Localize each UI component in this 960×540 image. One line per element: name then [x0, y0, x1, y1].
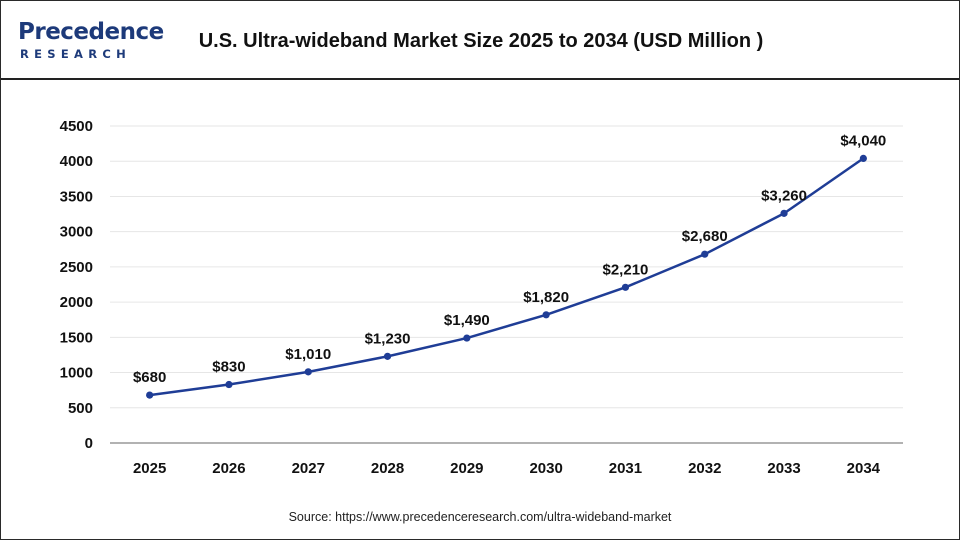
data-point — [463, 334, 471, 342]
chart-title: U.S. Ultra-wideband Market Size 2025 to … — [198, 30, 764, 52]
data-label: $1,820 — [523, 289, 569, 306]
logo-subtext: RESEARCH — [20, 47, 132, 61]
x-tick-label: 2034 — [847, 460, 881, 477]
source-note: Source: https://www.precedenceresearch.c… — [288, 510, 672, 524]
data-label: $2,680 — [682, 228, 728, 245]
x-tick-label: 2027 — [292, 460, 325, 477]
data-label: $1,490 — [444, 312, 490, 329]
y-tick-label: 2000 — [60, 294, 93, 311]
x-tick-label: 2029 — [450, 460, 483, 477]
data-point — [304, 368, 312, 376]
y-tick-label: 2500 — [60, 259, 93, 276]
data-point — [859, 154, 867, 163]
y-tick-label: 1500 — [60, 329, 93, 346]
data-label: $1,010 — [285, 346, 331, 363]
data-point — [225, 380, 233, 389]
y-tick-label: 500 — [68, 400, 93, 417]
y-tick-label: 4500 — [60, 118, 93, 135]
y-tick-label: 1000 — [60, 365, 93, 382]
logo: Precedence RESEARCH — [18, 19, 168, 65]
data-label: $2,210 — [603, 261, 649, 278]
x-tick-label: 2028 — [371, 460, 404, 477]
y-tick-label: 3500 — [60, 188, 93, 205]
data-label: $4,040 — [840, 132, 886, 149]
header: Precedence RESEARCH U.S. Ultra-wideband … — [1, 1, 959, 80]
x-tick-label: 2032 — [688, 460, 721, 477]
data-label: $680 — [133, 369, 166, 386]
y-tick-label: 0 — [85, 435, 93, 452]
x-tick-label: 2030 — [529, 460, 562, 477]
x-tick-label: 2026 — [212, 460, 245, 477]
series-line — [149, 157, 865, 397]
data-point — [621, 283, 630, 291]
data-point — [542, 311, 550, 319]
x-tick-label: 2033 — [767, 460, 800, 477]
data-point — [383, 352, 392, 360]
data-label: $830 — [212, 359, 245, 376]
data-label: $3,260 — [761, 187, 807, 204]
x-tick-label: 2031 — [609, 460, 642, 477]
data-point — [701, 250, 709, 258]
data-label: $1,230 — [365, 330, 411, 347]
data-point — [780, 209, 788, 217]
data-point — [146, 391, 154, 399]
logo-text: Precedence — [18, 19, 164, 45]
x-tick-label: 2025 — [133, 460, 166, 477]
y-tick-label: 3000 — [60, 224, 93, 241]
y-tick-label: 4000 — [60, 153, 93, 170]
